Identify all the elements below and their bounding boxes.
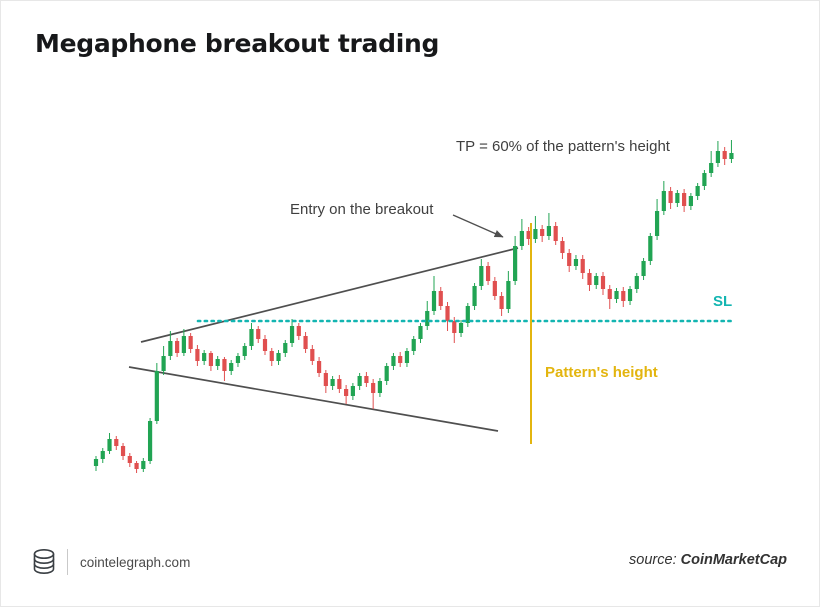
source-prefix: source: [629, 552, 681, 568]
entry-label: Entry on the breakout [290, 201, 434, 218]
footer: cointelegraph.com [31, 544, 190, 580]
page-title: Megaphone breakout trading [35, 29, 440, 58]
source-label: source: CoinMarketCap [629, 552, 787, 568]
cointelegraph-logo-icon [31, 547, 57, 577]
sl-label: SL [713, 293, 733, 310]
tp-label: TP = 60% of the pattern's height [456, 138, 670, 155]
source-name: CoinMarketCap [680, 552, 787, 568]
site-label: cointelegraph.com [80, 554, 191, 570]
chart-layer [93, 140, 734, 473]
pattern-height-label: Pattern's height [545, 364, 658, 381]
footer-divider [67, 549, 68, 575]
